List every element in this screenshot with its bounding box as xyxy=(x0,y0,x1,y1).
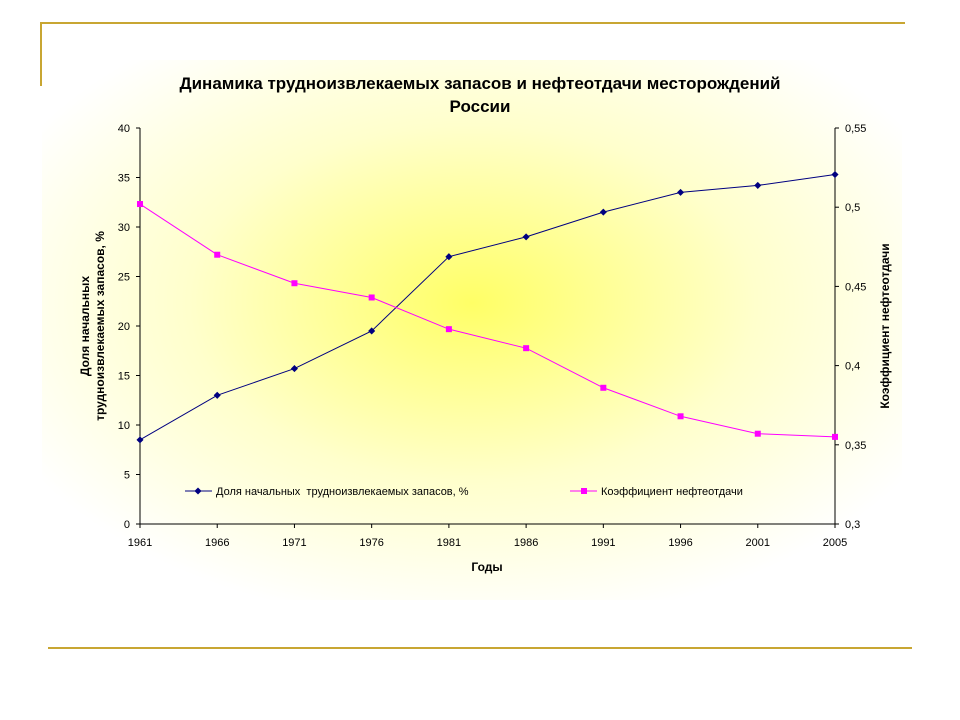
frame-left-line xyxy=(40,22,42,86)
legend-marker-series2 xyxy=(581,488,587,494)
y2-axis-label: Коэффициент нефтеотдачи xyxy=(878,243,892,408)
y-tick-label: 20 xyxy=(118,321,130,333)
y-tick-label: 35 xyxy=(118,173,130,185)
data-point-series2 xyxy=(214,251,221,258)
data-point-series2 xyxy=(368,294,375,301)
x-tick-label: 1996 xyxy=(668,537,692,549)
x-axis-label: Годы xyxy=(471,560,502,574)
data-point-series1 xyxy=(136,436,144,444)
y2-tick-label: 0,3 xyxy=(845,519,860,531)
frame-bottom-line xyxy=(48,647,912,649)
data-point-series2 xyxy=(677,413,684,420)
data-point-series1 xyxy=(290,365,298,373)
x-tick-label: 1991 xyxy=(591,537,615,549)
y2-tick-label: 0,35 xyxy=(845,440,866,452)
x-tick-label: 2001 xyxy=(746,537,770,549)
y-tick-label: 40 xyxy=(118,123,130,135)
series-line-1 xyxy=(139,174,836,441)
x-tick-label: 1961 xyxy=(128,537,152,549)
x-tick-label: 1981 xyxy=(437,537,461,549)
x-tick-label: 1966 xyxy=(205,537,229,549)
data-point-series2 xyxy=(523,345,530,352)
data-point-series2 xyxy=(832,433,838,440)
data-point-series2 xyxy=(137,201,143,208)
y-tick-label: 10 xyxy=(118,420,130,432)
data-point-series1 xyxy=(677,188,685,196)
y-tick-label: 30 xyxy=(118,222,130,234)
data-point-series2 xyxy=(754,430,761,437)
data-point-series1 xyxy=(213,391,221,399)
y2-tick-label: 0,4 xyxy=(845,361,860,373)
y-tick-label: 25 xyxy=(118,272,130,284)
data-point-series1 xyxy=(754,181,762,189)
x-tick-label: 1986 xyxy=(514,537,538,549)
data-point-series1 xyxy=(522,233,530,241)
x-tick-label: 2005 xyxy=(823,537,847,549)
y-tick-label: 15 xyxy=(118,371,130,383)
legend-label-series1: Доля начальных трудноизвлекаемых запасов… xyxy=(216,486,469,498)
x-tick-label: 1976 xyxy=(359,537,383,549)
x-tick-label: 1971 xyxy=(282,537,306,549)
y2-tick-label: 0,55 xyxy=(845,123,866,135)
chart-title-line1: Динамика трудноизвлекаемых запасов и неф… xyxy=(179,74,780,93)
data-point-series1 xyxy=(368,327,376,335)
y-tick-label: 5 xyxy=(124,470,130,482)
data-point-series1 xyxy=(831,170,839,179)
y2-tick-label: 0,45 xyxy=(845,281,866,293)
data-point-series1 xyxy=(599,208,607,216)
series-line-2 xyxy=(139,203,836,438)
legend: Доля начальных трудноизвлекаемых запасов… xyxy=(185,486,743,498)
y-axis-label-line1: Доля начальных xyxy=(78,276,92,376)
data-point-series2 xyxy=(291,280,298,287)
y2-tick-label: 0,5 xyxy=(845,202,860,214)
data-point-series2 xyxy=(600,384,607,391)
chart-background xyxy=(42,60,902,600)
legend-label-series2: Коэффициент нефтеотдачи xyxy=(601,486,743,498)
chart-title-line2: России xyxy=(450,97,511,116)
y-tick-label: 0 xyxy=(124,519,130,531)
legend-marker-series1 xyxy=(194,487,202,495)
data-point-series2 xyxy=(445,326,452,333)
frame-top-line xyxy=(40,22,905,24)
y-axis-label-line2: трудноизвлекаемых запасов, % xyxy=(93,231,107,421)
